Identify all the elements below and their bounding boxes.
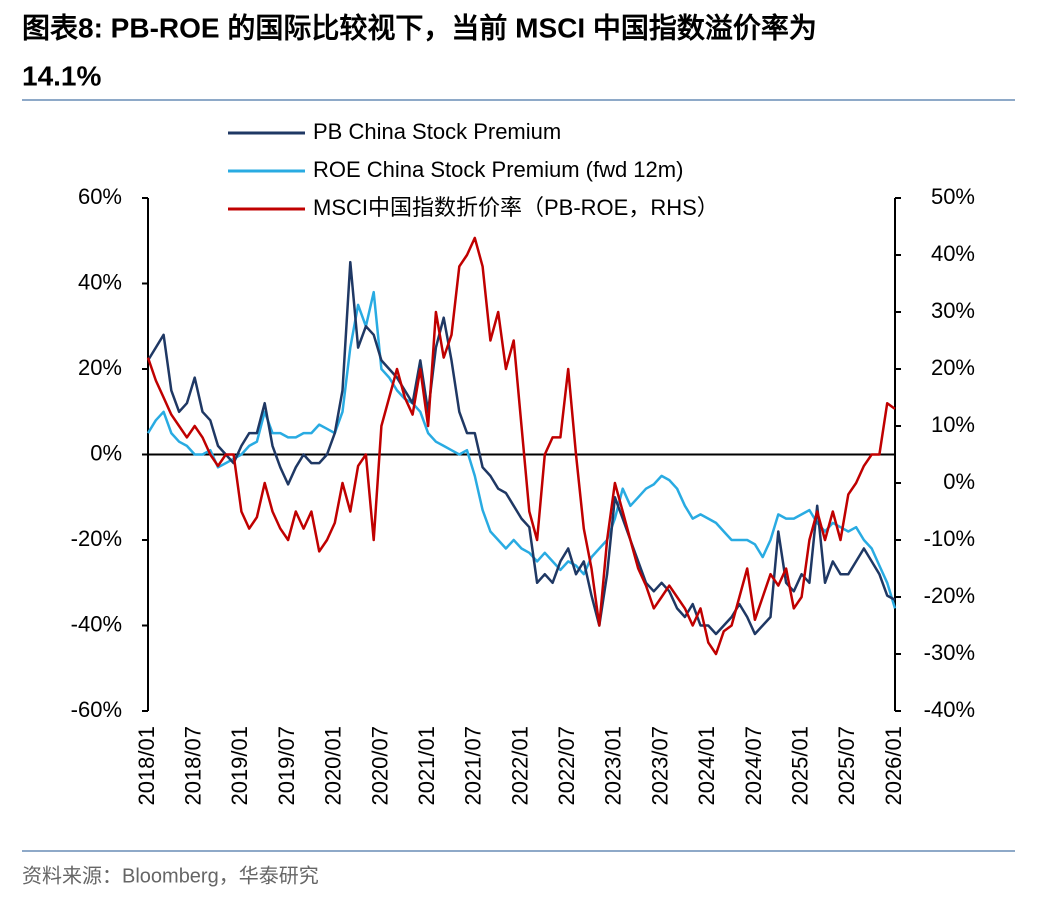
- x-tick-label: 2018/07: [181, 726, 206, 806]
- x-tick-label: 2022/01: [507, 726, 532, 806]
- chart-title: 图表8: PB-ROE 的国际比较视下，当前 MSCI 中国指数溢价率为: [22, 11, 817, 43]
- y2-tick-label: -30%: [924, 640, 975, 665]
- y-tick-label: 20%: [78, 355, 122, 380]
- x-tick-label: 2025/07: [834, 726, 859, 806]
- y2-tick-label: -10%: [924, 526, 975, 551]
- y2-tick-label: 40%: [931, 241, 975, 266]
- x-tick-label: 2021/01: [414, 726, 439, 806]
- y-tick-label: 60%: [78, 184, 122, 209]
- y2-tick-label: 30%: [931, 298, 975, 323]
- y2-tick-label: -40%: [924, 697, 975, 722]
- x-tick-label: 2020/07: [367, 726, 392, 806]
- x-tick-label: 2023/07: [647, 726, 672, 806]
- x-tick-label: 2019/07: [274, 726, 299, 806]
- x-tick-label: 2023/01: [601, 726, 626, 806]
- y2-tick-label: 0%: [943, 469, 975, 494]
- x-tick-label: 2024/07: [741, 726, 766, 806]
- y2-tick-label: 50%: [931, 184, 975, 209]
- legend-label: MSCI中国指数折价率（PB-ROE，RHS）: [313, 195, 719, 220]
- series-line: [146, 290, 897, 609]
- chart-title: 14.1%: [22, 60, 101, 91]
- y2-tick-label: 10%: [931, 412, 975, 437]
- x-tick-label: 2024/01: [694, 726, 719, 806]
- x-tick-label: 2022/07: [554, 726, 579, 806]
- series-line: [146, 236, 896, 656]
- y2-tick-label: -20%: [924, 583, 975, 608]
- y-tick-label: 0%: [90, 440, 122, 465]
- x-tick-label: 2020/01: [321, 726, 346, 806]
- x-tick-label: 2025/01: [787, 726, 812, 806]
- legend-label: PB China Stock Premium: [313, 119, 561, 144]
- x-tick-label: 2018/01: [134, 726, 159, 806]
- source: 资料来源：Bloomberg，华泰研究: [22, 864, 319, 887]
- x-tick-label: 2021/07: [461, 726, 486, 806]
- y-tick-label: -60%: [71, 697, 122, 722]
- y-tick-label: 40%: [78, 269, 122, 294]
- x-tick-label: 2026/01: [881, 726, 906, 806]
- y2-tick-label: 20%: [931, 355, 975, 380]
- y-tick-label: -40%: [71, 611, 122, 636]
- y-tick-label: -20%: [71, 526, 122, 551]
- x-tick-label: 2019/01: [227, 726, 252, 806]
- series-line: [146, 260, 896, 636]
- legend-label: ROE China Stock Premium (fwd 12m): [313, 157, 683, 182]
